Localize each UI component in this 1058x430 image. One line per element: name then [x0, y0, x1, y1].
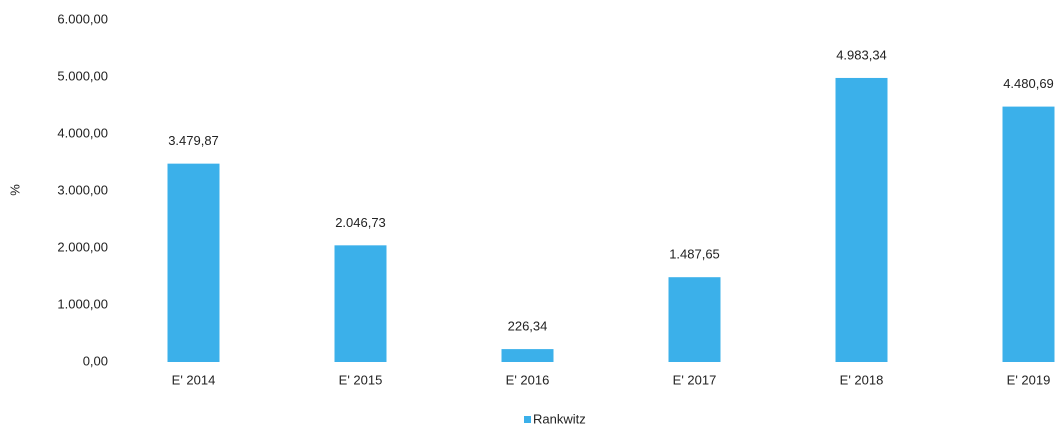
y-tick-label: 3.000,00: [57, 182, 108, 197]
value-label: 226,34: [508, 319, 548, 334]
value-label: 3.479,87: [168, 133, 219, 148]
x-tick-label: E' 2018: [840, 372, 884, 387]
bar: [668, 277, 721, 362]
value-label: 4.983,34: [836, 47, 887, 62]
y-tick-label: 0,00: [83, 353, 108, 368]
bar: [334, 245, 387, 362]
value-label: 2.046,73: [335, 215, 386, 230]
y-tick-label: 2.000,00: [57, 239, 108, 254]
bar: [835, 77, 888, 363]
x-tick-label: E' 2017: [673, 372, 717, 387]
legend-swatch: [524, 416, 531, 423]
y-tick-label: 6.000,00: [57, 11, 108, 26]
x-tick-label: E' 2014: [172, 372, 216, 387]
legend-label: Rankwitz: [533, 411, 586, 426]
bar: [501, 349, 554, 362]
bar: [167, 163, 220, 362]
y-tick-label: 5.000,00: [57, 68, 108, 83]
x-tick-label: E' 2016: [506, 372, 550, 387]
y-tick-label: 1.000,00: [57, 296, 108, 311]
y-tick-label: 4.000,00: [57, 125, 108, 140]
value-label: 4.480,69: [1003, 76, 1054, 91]
y-axis-title: %: [7, 184, 22, 196]
x-tick-label: E' 2019: [1007, 372, 1051, 387]
x-tick-label: E' 2015: [339, 372, 383, 387]
value-label: 1.487,65: [669, 247, 720, 262]
bar: [1002, 106, 1055, 362]
